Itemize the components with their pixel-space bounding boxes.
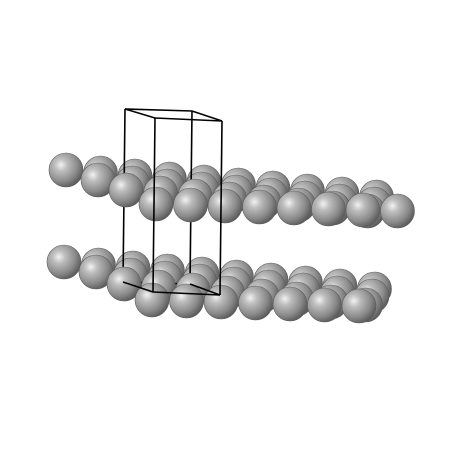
front-atom-1-6 xyxy=(345,192,381,228)
cell-edge-bottom-right xyxy=(189,283,221,296)
front-atom-1-2 xyxy=(207,188,243,224)
cell-edge-top-back xyxy=(124,108,193,112)
front-atom-3-4 xyxy=(272,286,308,322)
front-atom-3-2 xyxy=(203,284,239,320)
front-atom-1-0 xyxy=(138,186,174,222)
front-atom-1-1 xyxy=(173,187,208,223)
front-atom-3-1 xyxy=(169,283,204,319)
back-atom-0-0 xyxy=(48,152,84,188)
cell-edge-front-left xyxy=(152,117,156,293)
front-atom-3-5 xyxy=(307,287,342,323)
front-atom-1-3 xyxy=(242,189,277,225)
front-atom-1-7 xyxy=(380,193,415,229)
front-atom-0-0 xyxy=(108,172,144,208)
front-atom-3-0 xyxy=(134,282,170,318)
front-atom-2-0 xyxy=(106,266,142,302)
front-atom-1-4 xyxy=(276,190,312,226)
cell-edge-top-right xyxy=(191,110,223,122)
unit-cell-front-edges xyxy=(122,108,223,296)
cell-edge-top-left xyxy=(124,108,156,119)
atom-layer-front xyxy=(106,172,415,324)
cell-edge-top-front xyxy=(154,117,223,122)
cell-edge-bottom-left xyxy=(122,281,154,293)
front-atom-3-3 xyxy=(238,285,273,321)
cell-edge-front-right xyxy=(219,120,223,296)
front-atom-1-5 xyxy=(311,191,346,227)
back-atom-2-0 xyxy=(46,244,82,280)
front-atom-3-6 xyxy=(341,288,377,324)
cell-edge-bottom-front xyxy=(152,291,221,296)
